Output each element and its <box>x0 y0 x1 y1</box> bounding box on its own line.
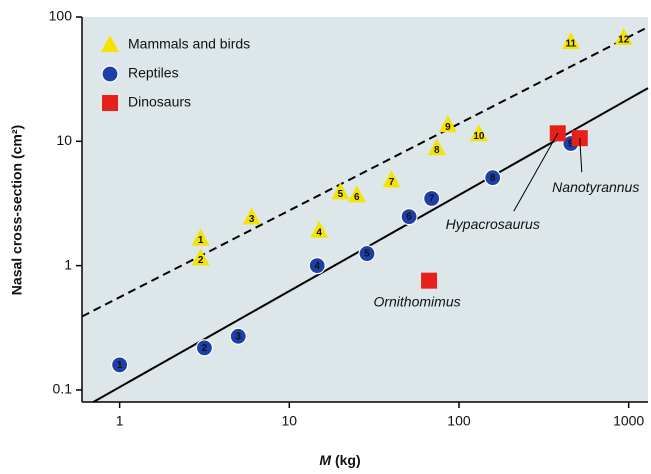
point-label: 5 <box>364 249 370 260</box>
legend-label: Mammals and birds <box>128 36 250 52</box>
point-label: 3 <box>235 331 241 342</box>
point-label: 11 <box>566 39 577 50</box>
point-label: 1 <box>198 235 204 246</box>
point-label: 7 <box>429 194 435 205</box>
point-label: 10 <box>473 131 485 142</box>
point-label: 4 <box>316 227 322 238</box>
point-label: 7 <box>389 177 395 188</box>
point-label: 8 <box>490 173 496 184</box>
point-label: 6 <box>354 192 360 203</box>
point-label: 1 <box>117 360 123 371</box>
chart: Nasal cross-section (cm²) M (kg) 1 10 100 1… <box>0 0 651 474</box>
point-annotation: Nanotyrannus <box>552 179 639 195</box>
y-tick-label: 10 <box>56 132 72 148</box>
x-axis-label: M (kg) <box>319 452 360 468</box>
x-tick-label: 1000 <box>613 413 644 429</box>
x-axis-symbol: M <box>319 452 331 468</box>
legend-label: Reptiles <box>128 65 179 81</box>
y-axis-label: Nasal cross-section (cm²) <box>9 125 25 295</box>
y-tick-label: 1 <box>64 256 72 272</box>
legend-label: Dinosaurs <box>128 94 191 110</box>
x-axis-unit: (kg) <box>335 452 361 468</box>
x-tick-label: 1 <box>116 413 124 429</box>
point-label: 4 <box>314 261 320 272</box>
point-label: 8 <box>434 145 440 156</box>
point-label: 5 <box>338 189 344 200</box>
point-annotation: Hypacrosaurus <box>446 216 540 232</box>
y-tick-label: 100 <box>49 8 73 24</box>
legend-marker <box>102 66 118 82</box>
point-label: 6 <box>406 212 412 223</box>
legend-marker <box>102 95 118 111</box>
data-point <box>421 273 437 289</box>
x-tick-label: 10 <box>282 413 298 429</box>
x-tick-label: 100 <box>447 413 471 429</box>
point-label: 12 <box>618 35 630 46</box>
point-label: 3 <box>249 214 255 225</box>
point-label: 2 <box>202 343 208 354</box>
point-label: 2 <box>198 255 204 266</box>
point-label: 9 <box>445 122 451 133</box>
y-tick-label: 0.1 <box>53 381 73 397</box>
point-annotation: Ornithomimus <box>373 293 460 309</box>
data-point <box>550 125 566 141</box>
